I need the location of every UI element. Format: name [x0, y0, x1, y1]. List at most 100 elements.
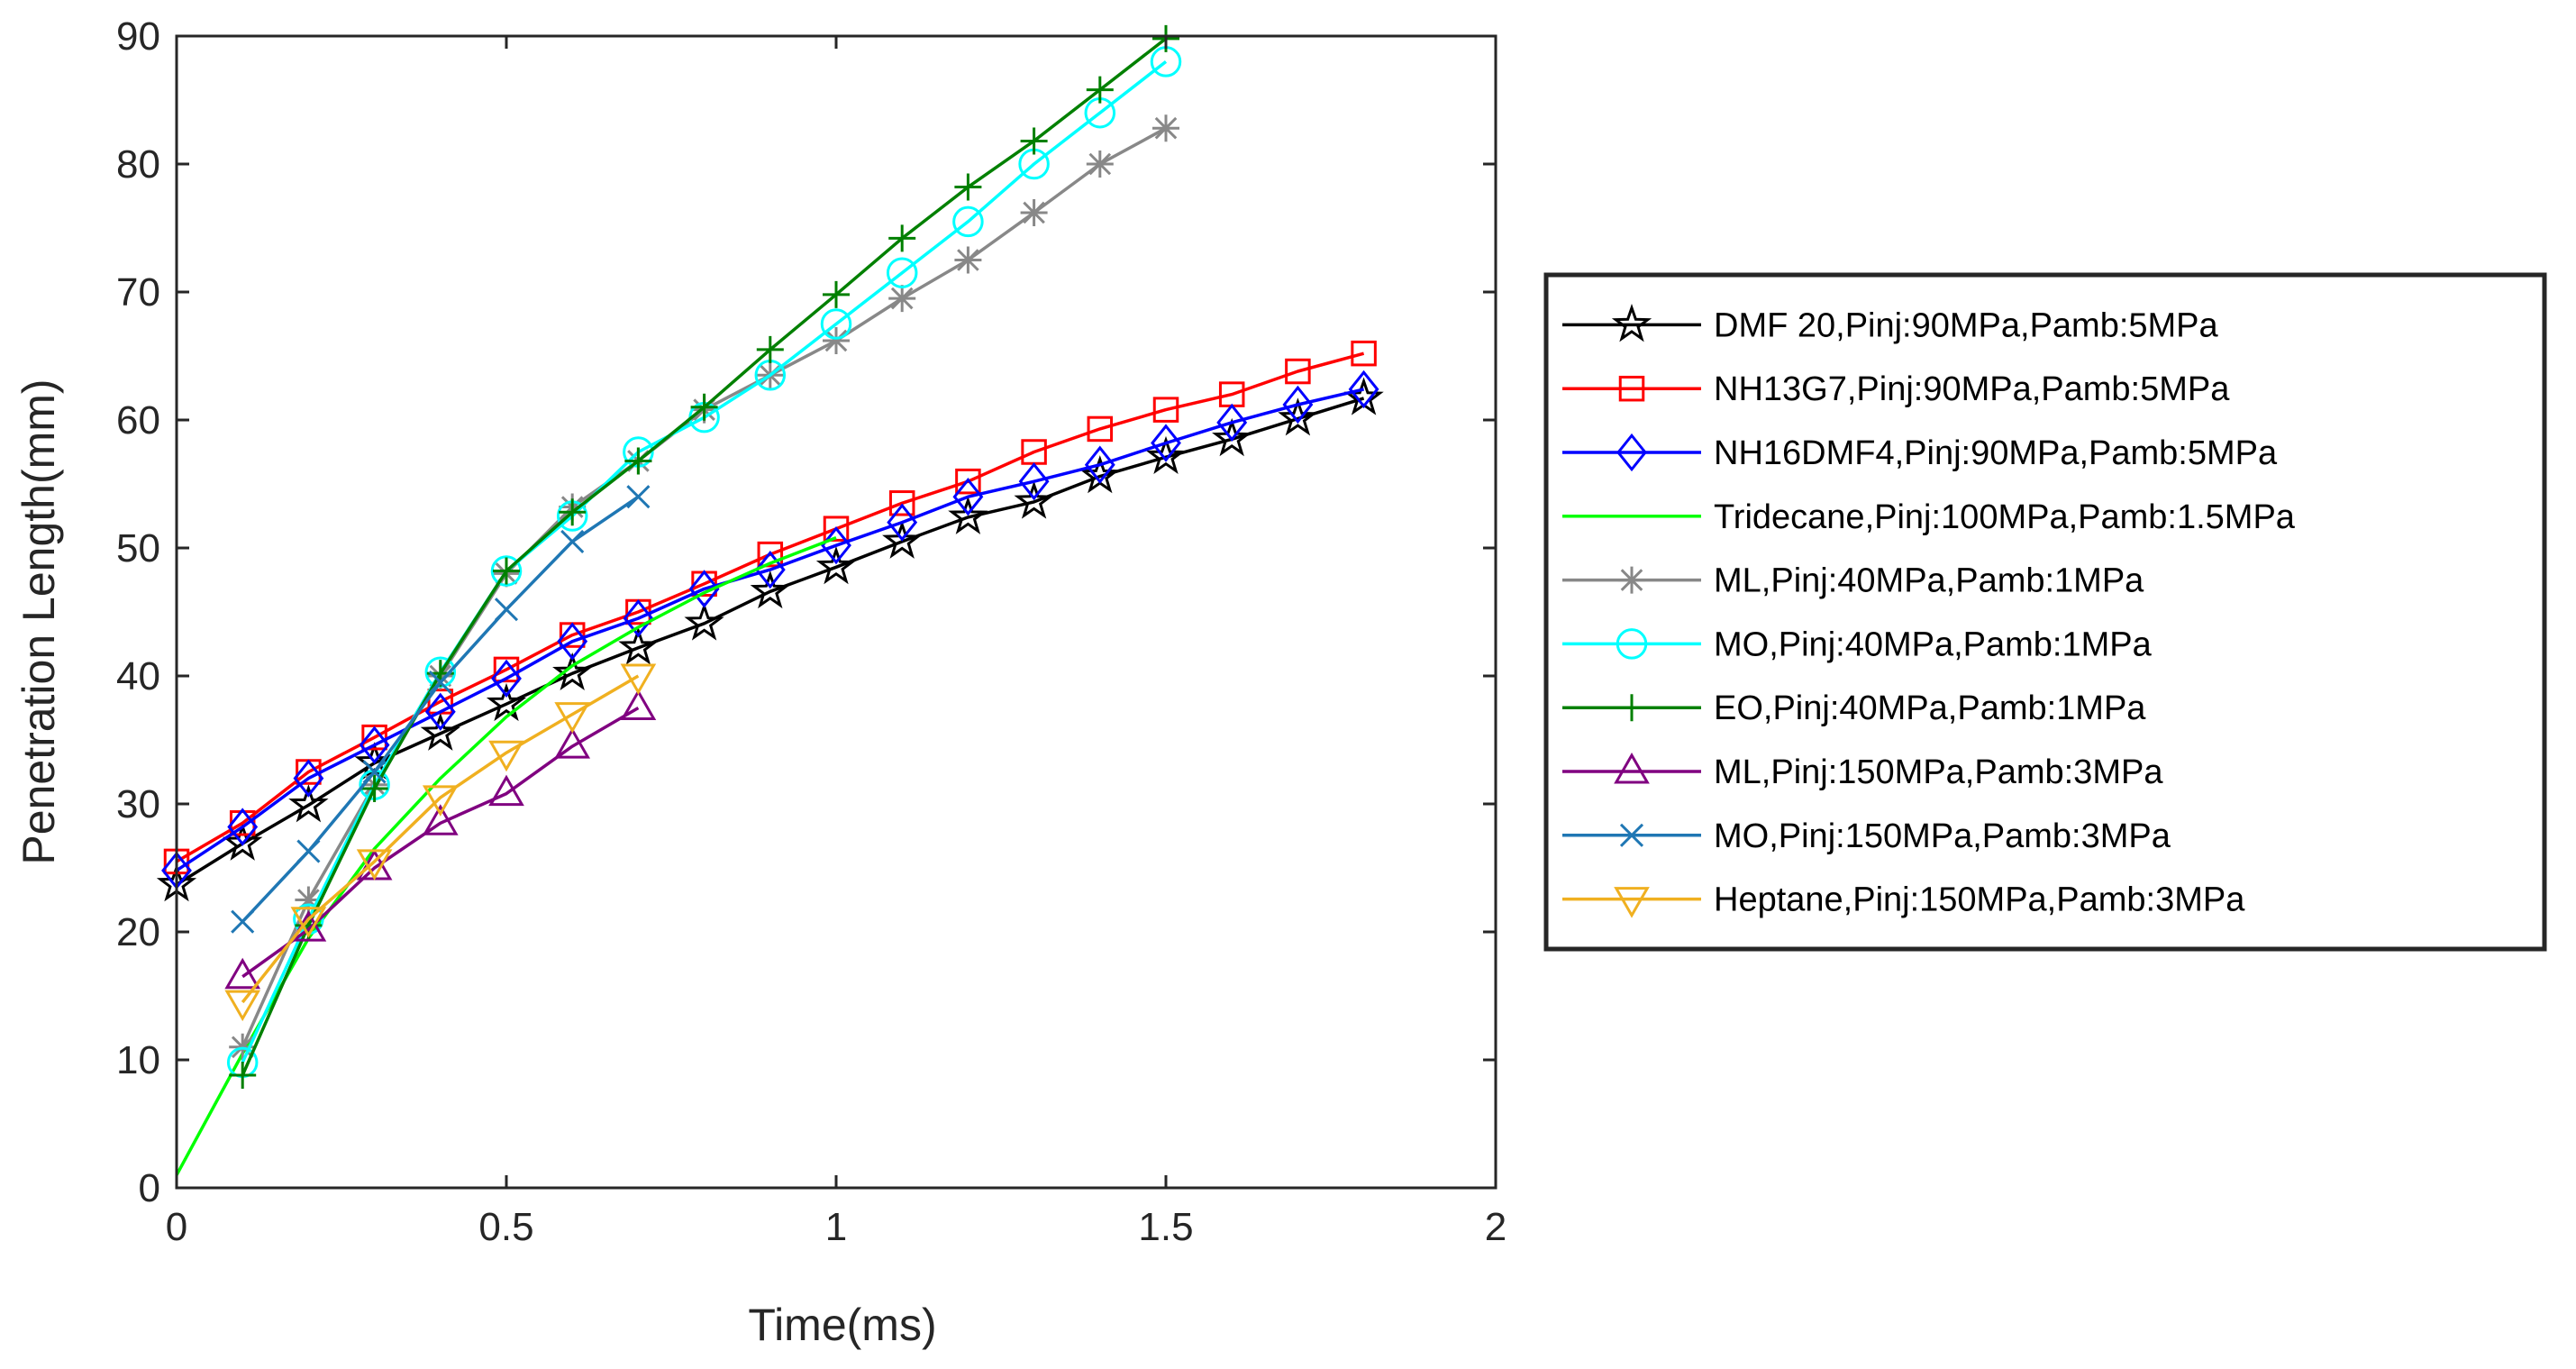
- legend-label: DMF 20,Pinj:90MPa,Pamb:5MPa: [1714, 306, 2219, 344]
- y-tick-label: 80: [116, 142, 160, 187]
- legend-label: MO,Pinj:150MPa,Pamb:3MPa: [1714, 817, 2171, 855]
- y-tick-label: 90: [116, 14, 160, 59]
- series-1-point: [1145, 435, 1187, 474]
- series-8-point: [554, 727, 591, 759]
- legend-item-10: Heptane,Pinj:150MPa,Pamb:3MPa: [1562, 881, 2245, 919]
- series-9-point: [494, 598, 519, 622]
- legend-item-4: Tridecane,Pinj:100MPa,Pamb:1.5MPa: [1562, 498, 2296, 536]
- series-1-point: [486, 682, 527, 722]
- series-5-point: [888, 285, 916, 313]
- legend-item-6: MO,Pinj:40MPa,Pamb:1MPa: [1562, 625, 2153, 663]
- series-7-point: [823, 280, 850, 308]
- series-5-point: [295, 886, 323, 914]
- series-9-point: [428, 671, 452, 695]
- series-5-point: [1086, 151, 1114, 178]
- plot-area: [177, 36, 1496, 1188]
- series-7-point: [756, 335, 784, 363]
- legend-label: ML,Pinj:150MPa,Pamb:3MPa: [1714, 753, 2163, 791]
- series-10-point: [422, 785, 459, 817]
- series-1-point: [618, 626, 659, 665]
- legend-label: NH16DMF4,Pinj:90MPa,Pamb:5MPa: [1714, 434, 2278, 472]
- series-5-point: [954, 246, 982, 274]
- series-7-point: [229, 1062, 257, 1090]
- legend-swatch-marker: [1618, 566, 1645, 594]
- legend-label: EO,Pinj:40MPa,Pamb:1MPa: [1714, 689, 2146, 727]
- series-2-point: [1285, 358, 1311, 385]
- series-2-point: [1087, 415, 1114, 443]
- legend-item-9: MO,Pinj:150MPa,Pamb:3MPa: [1562, 817, 2171, 855]
- series-1-point: [948, 496, 988, 534]
- series-1-point: [420, 712, 460, 751]
- series-10: [224, 663, 657, 1022]
- series-7-point: [624, 447, 652, 475]
- y-tick-label: 60: [116, 398, 160, 443]
- series-9-point: [362, 760, 387, 784]
- plot-background: [177, 36, 1496, 1188]
- legend-label: Heptane,Pinj:150MPa,Pamb:3MPa: [1714, 881, 2245, 919]
- legend-label: Tridecane,Pinj:100MPa,Pamb:1.5MPa: [1714, 498, 2296, 536]
- series-3-point: [1018, 462, 1050, 501]
- legend-item-5: ML,Pinj:40MPa,Pamb:1MPa: [1562, 562, 2144, 600]
- series-1-point: [882, 520, 923, 559]
- series-3-point: [424, 692, 456, 731]
- series-1-point: [815, 546, 857, 585]
- series-2-point: [757, 541, 784, 568]
- series-3-point: [227, 808, 259, 846]
- series-3-point: [491, 659, 522, 698]
- series-3-point: [623, 598, 654, 638]
- series-6-point: [952, 205, 984, 238]
- legend-box: [1543, 272, 2547, 952]
- series-3-point: [359, 726, 390, 764]
- series-2-point: [361, 724, 387, 751]
- series-2-point: [1351, 340, 1377, 367]
- series-3-point: [557, 622, 588, 661]
- legend-label: NH13G7,Pinj:90MPa,Pamb:5MPa: [1714, 370, 2230, 408]
- x-tick-label: 0: [166, 1205, 187, 1249]
- series-3-point: [887, 503, 918, 542]
- series-8-point: [620, 689, 657, 720]
- legend-swatch-marker: [1616, 433, 1647, 472]
- legend-item-1: DMF 20,Pinj:90MPa,Pamb:5MPa: [1562, 304, 2219, 344]
- series-10-line: [241, 674, 640, 1004]
- series-3-line: [176, 388, 1364, 872]
- series-9: [231, 485, 651, 934]
- series-9-point: [231, 909, 255, 934]
- series-8-point: [224, 957, 261, 990]
- y-axis-label: Penetration Length(mm): [14, 379, 64, 864]
- series-6-point: [820, 308, 852, 340]
- series-2-point: [888, 490, 915, 516]
- legend-swatch-marker: [1614, 887, 1650, 918]
- series-10-point: [488, 740, 524, 772]
- legend-swatch-marker: [1619, 823, 1644, 847]
- y-tick-label: 70: [116, 270, 160, 315]
- series-3-point: [293, 759, 324, 798]
- legend-label: ML,Pinj:40MPa,Pamb:1MPa: [1714, 562, 2144, 600]
- x-tick-label: 1: [825, 1205, 847, 1249]
- series-5-point: [823, 326, 850, 354]
- series-3-point: [952, 478, 984, 516]
- series-7-point: [1086, 76, 1114, 104]
- y-tick-label: 10: [116, 1038, 160, 1082]
- series-3-point: [688, 570, 720, 608]
- series-1-point: [288, 784, 329, 823]
- series-3-point: [1216, 403, 1248, 442]
- series-3-point: [1151, 424, 1181, 462]
- series-10-point: [224, 990, 261, 1022]
- legend-swatch-marker: [1618, 375, 1645, 402]
- series-7-point: [360, 774, 388, 802]
- series-5-point: [1152, 114, 1179, 142]
- series-1-point: [1212, 417, 1252, 457]
- y-tick-label: 40: [116, 654, 160, 698]
- series-7-point: [690, 393, 718, 421]
- series-7-point: [493, 557, 520, 585]
- series-1-point: [1278, 397, 1318, 436]
- x-axis-label: Time(ms): [748, 1300, 936, 1350]
- legend-item-2: NH13G7,Pinj:90MPa,Pamb:5MPa: [1562, 370, 2230, 408]
- legend-item-7: EO,Pinj:40MPa,Pamb:1MPa: [1562, 689, 2146, 727]
- series-3-point: [754, 550, 786, 589]
- legend-item-3: NH16DMF4,Pinj:90MPa,Pamb:5MPa: [1562, 433, 2278, 472]
- series-1-point: [684, 602, 724, 641]
- series-3-point: [1348, 370, 1379, 409]
